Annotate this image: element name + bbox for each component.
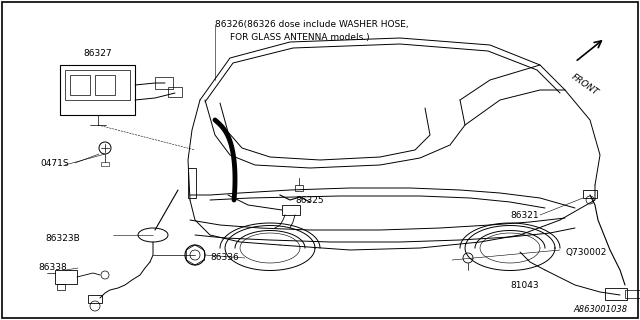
Text: 86323B: 86323B (45, 234, 80, 243)
Text: 86336: 86336 (210, 253, 239, 262)
Text: A863001038: A863001038 (574, 305, 628, 314)
Text: 86327: 86327 (84, 49, 112, 58)
Bar (155, 77, 173, 89)
Text: FOR GLASS ANTENNA models.): FOR GLASS ANTENNA models.) (230, 33, 370, 42)
Text: 81043: 81043 (510, 281, 539, 290)
Bar (605, 288, 627, 300)
Text: 0471S: 0471S (40, 158, 68, 167)
Bar (168, 87, 182, 97)
Bar (188, 168, 196, 198)
Text: 86326(86326 dose include WASHER HOSE,: 86326(86326 dose include WASHER HOSE, (215, 20, 408, 29)
Text: 86325: 86325 (295, 196, 324, 204)
Bar (625, 290, 640, 298)
Bar (282, 205, 300, 215)
Text: FRONT: FRONT (570, 72, 600, 97)
Bar (295, 185, 303, 191)
Text: Q730002: Q730002 (565, 247, 606, 257)
Bar (65, 70, 130, 100)
Bar (57, 284, 65, 290)
Bar (583, 190, 597, 198)
Text: 86338: 86338 (38, 263, 67, 273)
Bar (95, 75, 115, 95)
Bar (70, 75, 90, 95)
Bar (101, 162, 109, 166)
Bar (88, 295, 102, 303)
Bar (55, 270, 77, 284)
Text: 86321: 86321 (510, 211, 539, 220)
